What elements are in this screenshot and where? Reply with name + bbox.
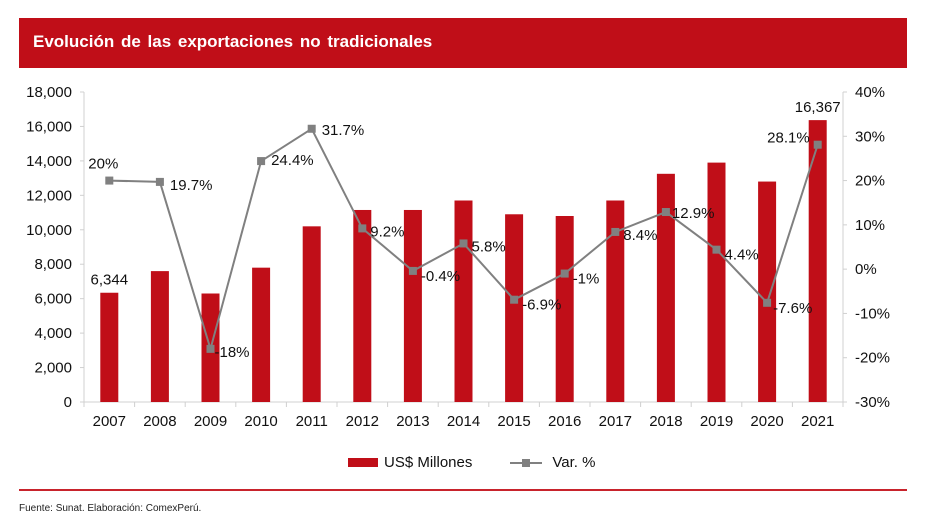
line-label-2019: 4.4% [725, 247, 759, 264]
bar-2017 [606, 200, 625, 402]
x-tick-label: 2009 [194, 413, 227, 430]
x-tick-label: 2015 [497, 413, 530, 430]
bar-2013 [403, 209, 422, 402]
y-right-tick-label: -20% [855, 350, 890, 367]
line-label-2010: 24.4% [271, 152, 314, 169]
line-label-2007: 20% [88, 156, 118, 173]
y-right-tick-label: 20% [855, 173, 885, 190]
bar-2018 [656, 173, 675, 402]
legend-line-label: Var. % [552, 453, 596, 471]
line-marker-2009 [206, 344, 215, 353]
bar-label-2007: 6,344 [91, 272, 129, 289]
bar-label-2021: 16,367 [795, 99, 841, 116]
bar-2010 [252, 267, 271, 402]
bars [100, 120, 827, 402]
line-marker-2020 [763, 298, 772, 307]
line-marker-2012 [358, 224, 367, 233]
bar-2015 [505, 214, 524, 402]
line-label-2014: 5.8% [472, 238, 506, 255]
bar-2012 [353, 209, 372, 402]
line-label-2017: 8.4% [623, 227, 657, 244]
x-tick-label: 2007 [93, 413, 126, 430]
y-left-tick-label: 14,000 [26, 153, 72, 170]
bar-2014 [454, 200, 473, 402]
y-left-tick-label: 6,000 [34, 291, 72, 308]
bar-2016 [555, 216, 574, 402]
line-marker-2016 [560, 269, 569, 278]
footer-divider [19, 489, 907, 491]
x-tick-label: 2019 [700, 413, 733, 430]
y-right-tick-label: -30% [855, 394, 890, 411]
legend-item-line: Var. % [510, 454, 595, 471]
legend-bar-swatch-icon [348, 457, 378, 467]
title-bar: Evolución de las exportaciones no tradic… [19, 18, 907, 68]
y-left-tick-label: 16,000 [26, 118, 72, 135]
x-tick-label: 2011 [296, 413, 328, 430]
axes: 0 2,000 4,000 6,000 8,000 10,000 12,000 14,000 1… [26, 84, 890, 430]
line-label-2015: -6.9% [522, 297, 561, 314]
line-label-2011: 31.7% [322, 122, 365, 139]
y-left-tick-label: 12,000 [26, 187, 72, 204]
line-label-2020: -7.6% [773, 300, 812, 317]
legend-bar-label: US$ Millones [384, 453, 473, 471]
line-label-2009: -18% [215, 344, 250, 361]
line-marker-2007 [105, 176, 114, 185]
y-right-tick-label: 0% [855, 261, 877, 278]
line-label-2012: 9.2% [370, 223, 404, 240]
x-tick-label: 2014 [447, 413, 480, 430]
line-label-2016: -1% [573, 271, 600, 288]
bar-2008 [150, 271, 169, 402]
x-tick-label: 2020 [750, 413, 783, 430]
line-marker-2013 [408, 266, 417, 275]
variation-line [105, 124, 822, 353]
x-tick-label: 2017 [599, 413, 632, 430]
y-left-tick-label: 2,000 [34, 360, 72, 377]
line-marker-2018 [661, 208, 670, 217]
line-label-2013: -0.4% [421, 268, 460, 285]
y-left-tick-label: 10,000 [26, 222, 72, 239]
line-label-2018: 12.9% [672, 205, 715, 222]
x-tick-label: 2010 [244, 413, 277, 430]
y-right-tick-label: 10% [855, 217, 885, 234]
legend-item-bars: US$ Millones [348, 454, 472, 471]
x-tick-label: 2008 [143, 413, 176, 430]
x-tick-label: 2012 [346, 413, 379, 430]
line-label-2021: 28.1% [767, 130, 810, 147]
line-marker-2017 [611, 227, 620, 236]
line-marker-2010 [257, 157, 266, 166]
x-tick-label: 2016 [548, 413, 581, 430]
line-marker-2008 [155, 177, 164, 186]
bar-2007 [100, 292, 119, 402]
y-left-tick-label: 0 [64, 394, 72, 411]
bar-2019 [707, 162, 726, 402]
x-tick-label: 2013 [396, 413, 429, 430]
line-marker-2021 [813, 140, 822, 149]
data-labels: 6,344 16,367 20% 19.7% -18% 24.4% 31.7% 9.2% -0.… [88, 99, 840, 361]
y-right-tick-label: -10% [855, 305, 890, 322]
source-note: Fuente: Sunat. Elaboración: ComexPerú. [19, 503, 202, 514]
y-right-tick-label: 30% [855, 128, 885, 145]
bar-2011 [302, 226, 321, 402]
line-marker-2015 [510, 295, 519, 304]
y-right-tick-label: 40% [855, 84, 885, 101]
x-tick-label: 2021 [801, 413, 834, 430]
legend: US$ Millones Var. % [348, 452, 633, 472]
line-label-2008: 19.7% [170, 177, 213, 194]
x-tick-label: 2018 [649, 413, 682, 430]
bar-2020 [758, 181, 777, 402]
line-marker-2014 [459, 239, 468, 248]
y-left-tick-label: 4,000 [34, 325, 72, 342]
y-left-tick-label: 8,000 [34, 256, 72, 273]
bar-2021 [808, 120, 827, 402]
line-marker-2011 [307, 124, 316, 133]
y-left-tick-label: 18,000 [26, 84, 72, 101]
legend-line-swatch-icon [510, 458, 543, 467]
chart-title: Evolución de las exportaciones no tradic… [33, 32, 433, 51]
line-marker-2019 [712, 245, 721, 254]
